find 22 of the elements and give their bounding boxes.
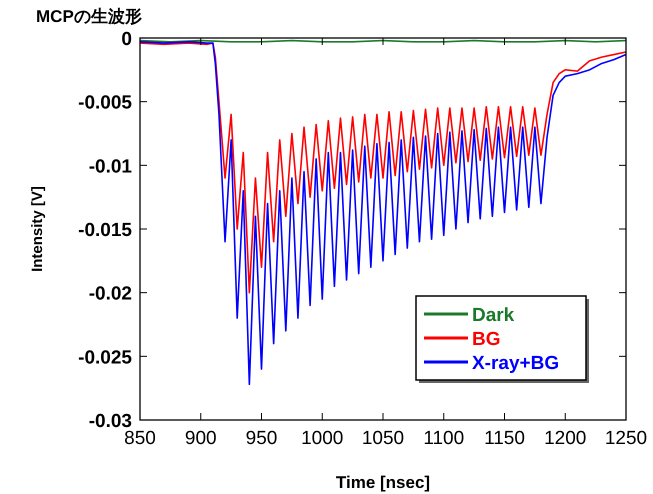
chart-title: MCPの生波形 bbox=[36, 7, 142, 26]
y-tick-label: -0.01 bbox=[88, 156, 132, 178]
x-tick-label: 900 bbox=[184, 428, 217, 449]
y-tick-label: 0 bbox=[121, 29, 132, 50]
x-tick-label: 950 bbox=[246, 428, 278, 449]
x-tick-label: 1200 bbox=[544, 428, 586, 449]
y-axis-title: Intensity [V] bbox=[29, 186, 46, 272]
legend-label: BG bbox=[472, 329, 500, 350]
legend-label: Dark bbox=[472, 305, 515, 326]
line-series bbox=[139, 42, 627, 294]
y-tick-label: -0.02 bbox=[88, 284, 132, 305]
x-tick-label: 1050 bbox=[362, 428, 404, 449]
x-tick-label: 1100 bbox=[423, 428, 464, 449]
y-tick-label: -0.015 bbox=[78, 220, 132, 241]
x-tick-label: 1250 bbox=[604, 428, 648, 449]
line-series bbox=[139, 41, 627, 386]
x-tick-label: 1000 bbox=[301, 428, 344, 449]
y-tick-label: -0.005 bbox=[78, 92, 132, 114]
x-axis-title: Time [nsec] bbox=[336, 473, 430, 492]
x-tick-label: 1150 bbox=[484, 428, 525, 449]
y-tick-label: -0.025 bbox=[78, 347, 132, 368]
legend-label: X-ray+BG bbox=[472, 353, 560, 374]
